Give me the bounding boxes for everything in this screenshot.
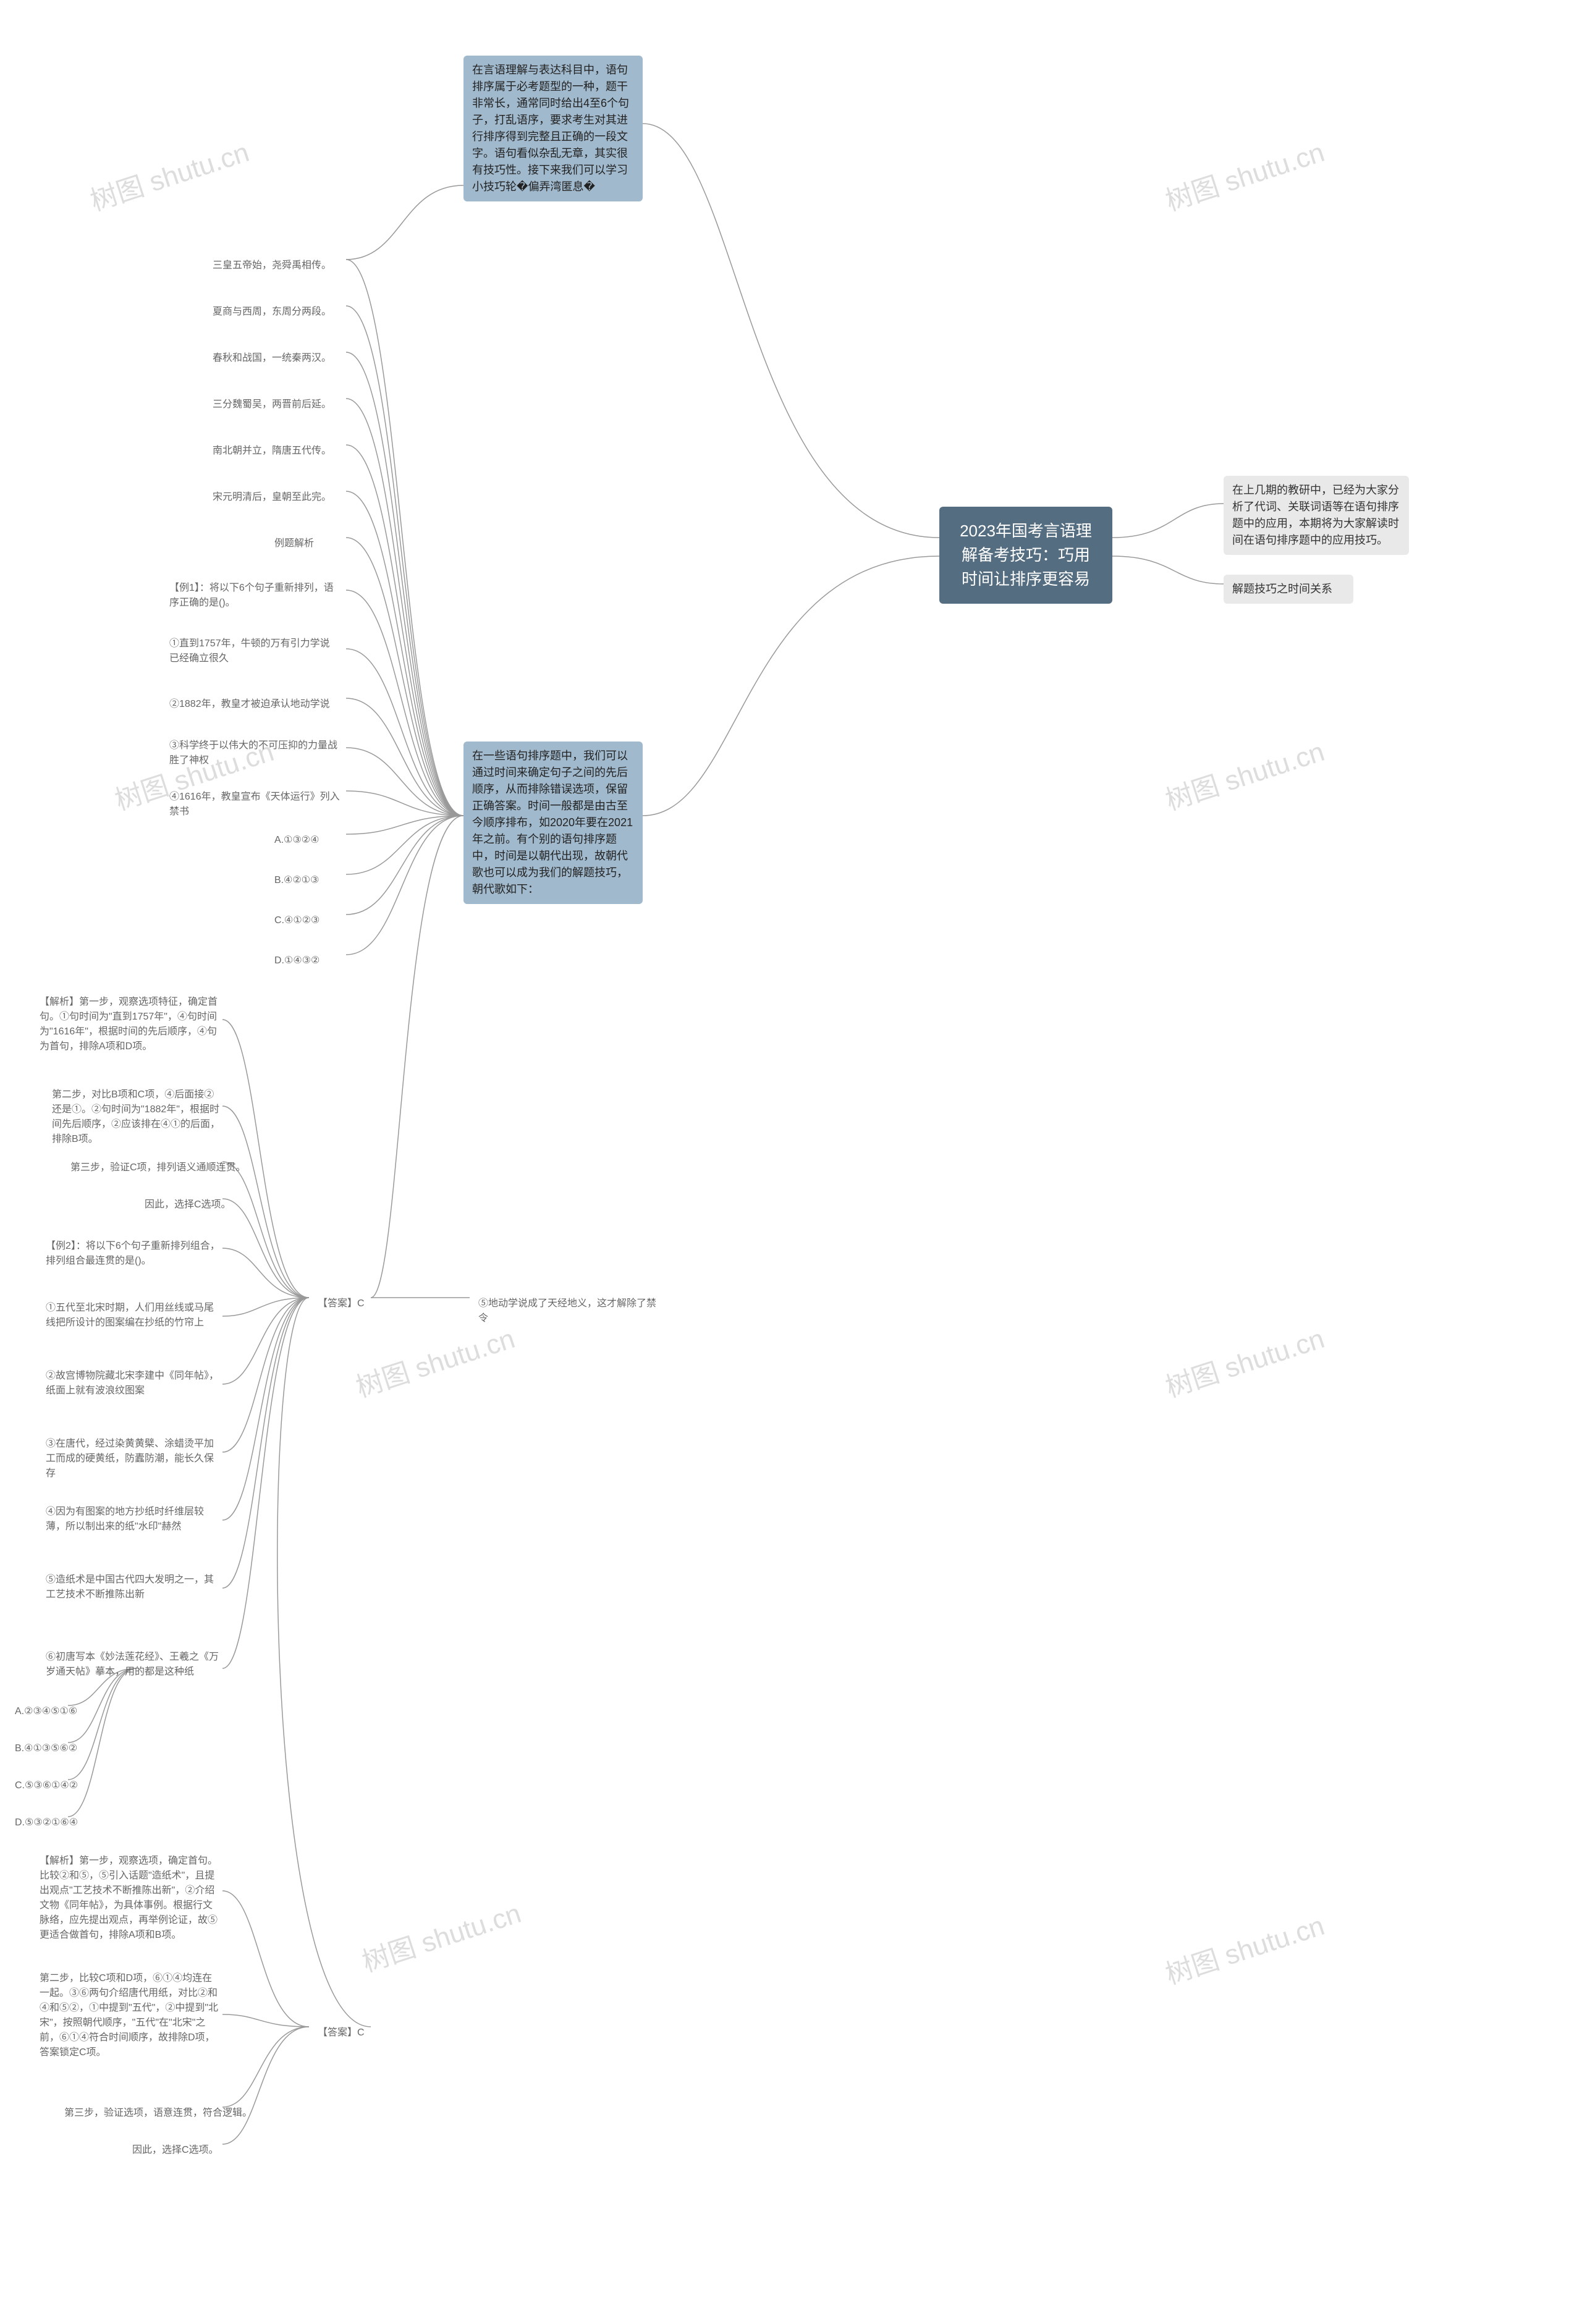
watermark: 树图 shutu.cn bbox=[1160, 1316, 1329, 1405]
ex2-s3: ③在唐代，经过染黄黄檗、涂蜡烫平加工而成的硬黄纸，防蠹防潮，能长久保存 bbox=[37, 1430, 229, 1487]
ex1-optA: A.①③②④ bbox=[266, 827, 328, 854]
ex2-s2: ②故宫博物院藏北宋李建中《同年帖》，纸面上就有波浪纹图案 bbox=[37, 1363, 229, 1405]
dynasty-line-3: 春秋和战国，一统秦两汉。 bbox=[204, 345, 340, 372]
ex1-optD: D.①④③② bbox=[266, 947, 328, 974]
ex1-s2: ②1882年，教皇才被迫承认地动学说 bbox=[161, 691, 339, 718]
flow-box: 在一些语句排序题中，我们可以通过时间来确定句子之间的先后顺序，从而排除错误选项，… bbox=[463, 742, 643, 904]
root-node: 2023年国考言语理解备考技巧：巧用时间让排序更容易 bbox=[939, 507, 1112, 604]
watermark: 树图 shutu.cn bbox=[85, 130, 253, 218]
ex1-optB: B.④②①③ bbox=[266, 867, 328, 894]
watermark: 树图 shutu.cn bbox=[1160, 1903, 1329, 1992]
ex1-extra: ⑤地动学说成了天经地义，这才解除了禁令 bbox=[470, 1290, 674, 1332]
ex2-answer: 【答案】C bbox=[309, 2019, 373, 2047]
ex2-stem: 【例2】：将以下6个句子重新排列组合，排列组合最连贯的是()。 bbox=[37, 1233, 229, 1275]
ex2-s5: ⑤造纸术是中国古代四大发明之一，其工艺技术不断推陈出新 bbox=[37, 1566, 229, 1608]
ex1-step4: 因此，选择C选项。 bbox=[136, 1191, 240, 1219]
ex2-s4: ④因为有图案的地方抄纸时纤维层较薄，所以制出来的纸"水印"赫然 bbox=[37, 1498, 229, 1540]
dynasty-line-1: 三皇五帝始，尧舜禹相传。 bbox=[204, 252, 340, 279]
ex1-s4: ④1616年，教皇宣布《天体运行》列入禁书 bbox=[161, 784, 352, 826]
ex2-optB: B.④①③⑤⑥② bbox=[6, 1735, 86, 1762]
ex2-optA: A.②③④⑤①⑥ bbox=[6, 1698, 86, 1725]
dynasty-line-5: 南北朝并立，隋唐五代传。 bbox=[204, 437, 340, 465]
ex2-step4: 因此，选择C选项。 bbox=[124, 2137, 227, 2164]
ex1-step3: 第三步，验证C项，排列语义通顺连贯。 bbox=[62, 1154, 255, 1181]
watermark: 树图 shutu.cn bbox=[357, 1891, 525, 1979]
ex1-answer: 【答案】C bbox=[309, 1290, 373, 1317]
ex1-step1: 【解析】第一步，观察选项特征，确定首句。①句时间为"直到1757年"，④句时间为… bbox=[31, 989, 229, 1060]
watermark: 树图 shutu.cn bbox=[1160, 729, 1329, 818]
ex2-optD: D.⑤③②①⑥④ bbox=[6, 1809, 87, 1836]
right-note-1: 在上几期的教研中，已经为大家分析了代词、关联词语等在语句排序题中的应用，本期将为… bbox=[1224, 476, 1409, 555]
ex2-s1: ①五代至北宋时期，人们用丝线或马尾线把所设计的图案编在抄纸的竹帘上 bbox=[37, 1295, 229, 1337]
ex2-s6: ⑥初唐写本《妙法莲花经》、王羲之《万岁通天帖》摹本，用的都是这种纸 bbox=[37, 1644, 229, 1686]
intro-box: 在言语理解与表达科目中，语句排序属于必考题型的一种，题干非常长，通常同时给出4至… bbox=[463, 56, 643, 201]
ex1-s3: ③科学终于以伟大的不可压抑的力量战胜了神权 bbox=[161, 732, 346, 774]
ex2-step3: 第三步，验证选项，语意连贯，符合逻辑。 bbox=[56, 2100, 261, 2127]
ex1-stem: 【例1】：将以下6个句子重新排列，语序正确的是()。 bbox=[161, 575, 346, 617]
dynasty-line-4: 三分魏蜀吴，两晋前后延。 bbox=[204, 391, 340, 418]
dynasty-line-6: 宋元明清后，皇朝至此完。 bbox=[204, 484, 340, 511]
dynasty-line-2: 夏商与西周，东周分两段。 bbox=[204, 298, 340, 326]
ex1-optC: C.④①②③ bbox=[266, 907, 328, 934]
watermark: 树图 shutu.cn bbox=[1160, 130, 1329, 218]
ex1-step2: 第二步，对比B项和C项，④后面接②还是①。②句时间为"1882年"，根据时间先后… bbox=[43, 1081, 229, 1153]
right-note-2: 解题技巧之时间关系 bbox=[1224, 575, 1353, 604]
ex2-step1: 【解析】第一步，观察选项，确定首句。比较②和⑤，⑤引入话题"造纸术"，且提出观点… bbox=[31, 1848, 229, 1949]
ex2-optC: C.⑤③⑥①④② bbox=[6, 1772, 87, 1799]
ex1-s1: ①直到1757年，牛顿的万有引力学说已经确立很久 bbox=[161, 630, 346, 672]
example-label: 例题解析 bbox=[266, 530, 323, 557]
ex2-step2: 第二步，比较C项和D项，⑥①④均连在一起。③⑥两句介绍唐代用纸，对比②和④和⑤②… bbox=[31, 1965, 229, 2066]
